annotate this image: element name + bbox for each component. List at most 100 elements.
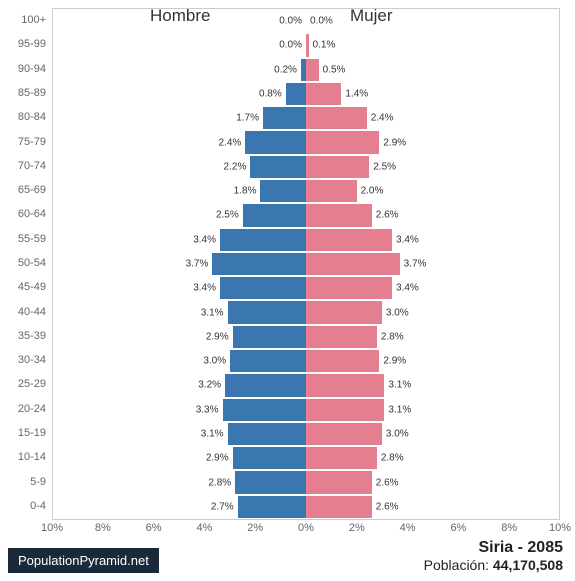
male-value-label: 3.1% xyxy=(201,307,224,318)
male-value-label: 0.0% xyxy=(279,16,302,27)
male-bar xyxy=(286,83,306,105)
pyramid-row: 2.2% 2.5% xyxy=(53,155,559,179)
x-axis-tick: 8% xyxy=(501,522,517,534)
x-axis-tick: 6% xyxy=(450,522,466,534)
chart-footer-info: Siria - 2085 Población: 44,170,508 xyxy=(424,539,563,573)
male-bar xyxy=(260,180,306,202)
male-value-label: 3.7% xyxy=(186,258,209,269)
male-value-label: 3.1% xyxy=(201,428,224,439)
age-group-label: 40-44 xyxy=(0,306,46,318)
male-value-label: 0.0% xyxy=(279,40,302,51)
male-bar xyxy=(235,471,306,493)
age-group-label: 5-9 xyxy=(0,476,46,488)
female-bar xyxy=(306,277,392,299)
pyramid-row: 3.1% 3.0% xyxy=(53,422,559,446)
female-bar xyxy=(306,374,384,396)
age-group-label: 95-99 xyxy=(0,38,46,50)
male-value-label: 3.4% xyxy=(193,234,216,245)
male-value-label: 2.7% xyxy=(211,501,234,512)
male-bar xyxy=(212,253,306,275)
pyramid-row: 0.0%0.0% xyxy=(53,9,559,33)
pyramid-row: 2.7% 2.6% xyxy=(53,495,559,519)
female-value-label: 2.0% xyxy=(361,186,384,197)
pyramid-row: 3.1% 3.0% xyxy=(53,300,559,324)
female-value-label: 3.1% xyxy=(388,404,411,415)
male-bar xyxy=(223,399,306,421)
female-bar xyxy=(306,326,377,348)
x-axis-tick: 4% xyxy=(196,522,212,534)
male-value-label: 2.8% xyxy=(208,477,231,488)
female-value-label: 3.4% xyxy=(396,234,419,245)
pyramid-row: 3.2%3.1% xyxy=(53,373,559,397)
x-axis-tick: 8% xyxy=(95,522,111,534)
pyramid-row: 3.3%3.1% xyxy=(53,398,559,422)
age-group-label: 50-54 xyxy=(0,257,46,269)
female-bar xyxy=(306,253,400,275)
age-group-label: 10-14 xyxy=(0,451,46,463)
pyramid-row: 3.4% 3.4% xyxy=(53,228,559,252)
male-value-label: 2.2% xyxy=(224,161,247,172)
age-group-label: 15-19 xyxy=(0,427,46,439)
female-bar xyxy=(306,83,341,105)
age-group-label: 45-49 xyxy=(0,281,46,293)
age-group-label: 25-29 xyxy=(0,378,46,390)
male-bar xyxy=(245,131,306,153)
age-group-label: 75-79 xyxy=(0,136,46,148)
population-line: Población: 44,170,508 xyxy=(424,557,563,573)
pyramid-row: 1.7% 2.4% xyxy=(53,106,559,130)
age-group-label: 20-24 xyxy=(0,403,46,415)
pyramid-row: 0.0% 0.1% xyxy=(53,33,559,57)
male-value-label: 0.2% xyxy=(274,64,297,75)
female-value-label: 0.1% xyxy=(313,40,336,51)
male-bar xyxy=(250,156,306,178)
female-value-label: 3.7% xyxy=(404,258,427,269)
female-value-label: 3.1% xyxy=(388,380,411,391)
female-value-label: 2.6% xyxy=(376,501,399,512)
pyramid-plot-area: 0.0%0.0%0.0%0.1%0.2%0.5%0.8%1.4%1.7%2.4%… xyxy=(52,8,560,520)
male-value-label: 2.5% xyxy=(216,210,239,221)
age-group-label: 65-69 xyxy=(0,184,46,196)
male-value-label: 0.8% xyxy=(259,88,282,99)
female-value-label: 3.4% xyxy=(396,283,419,294)
female-bar xyxy=(306,59,319,81)
male-bar xyxy=(220,229,306,251)
percent-axis: 10%8%6%4%2%0%2%4%6%8%10% xyxy=(52,520,560,540)
female-bar xyxy=(306,301,382,323)
x-axis-tick: 2% xyxy=(349,522,365,534)
x-axis-tick: 6% xyxy=(146,522,162,534)
female-bar xyxy=(306,204,372,226)
pyramid-row: 2.8% 2.6% xyxy=(53,470,559,494)
male-value-label: 2.4% xyxy=(218,137,241,148)
female-value-label: 2.8% xyxy=(381,453,404,464)
female-value-label: 1.4% xyxy=(345,88,368,99)
age-group-label: 100+ xyxy=(0,14,46,26)
x-axis-tick: 10% xyxy=(41,522,63,534)
female-value-label: 2.9% xyxy=(383,137,406,148)
pyramid-row: 2.4% 2.9% xyxy=(53,130,559,154)
male-bar xyxy=(238,496,306,518)
male-bar xyxy=(263,107,306,129)
female-value-label: 2.5% xyxy=(373,161,396,172)
pyramid-row: 1.8%2.0% xyxy=(53,179,559,203)
age-group-label: 90-94 xyxy=(0,63,46,75)
male-bar xyxy=(230,350,306,372)
pyramid-row: 0.2% 0.5% xyxy=(53,58,559,82)
age-group-label: 30-34 xyxy=(0,354,46,366)
female-value-label: 2.4% xyxy=(371,113,394,124)
female-value-label: 2.6% xyxy=(376,477,399,488)
female-bar xyxy=(306,350,379,372)
pyramid-row: 0.8% 1.4% xyxy=(53,82,559,106)
pyramid-row: 3.7% 3.7% xyxy=(53,252,559,276)
male-bar xyxy=(233,447,306,469)
male-bar xyxy=(225,374,306,396)
female-value-label: 3.0% xyxy=(386,307,409,318)
age-group-label: 70-74 xyxy=(0,160,46,172)
population-pyramid-chart: Hombre Mujer 100+95-9990-9485-8980-8475-… xyxy=(0,0,575,581)
male-value-label: 1.7% xyxy=(236,113,259,124)
population-label: Población: xyxy=(424,557,493,573)
female-bar xyxy=(306,229,392,251)
pyramid-row: 3.4%3.4% xyxy=(53,276,559,300)
female-value-label: 3.0% xyxy=(386,428,409,439)
female-value-label: 0.5% xyxy=(323,64,346,75)
age-group-label: 35-39 xyxy=(0,330,46,342)
